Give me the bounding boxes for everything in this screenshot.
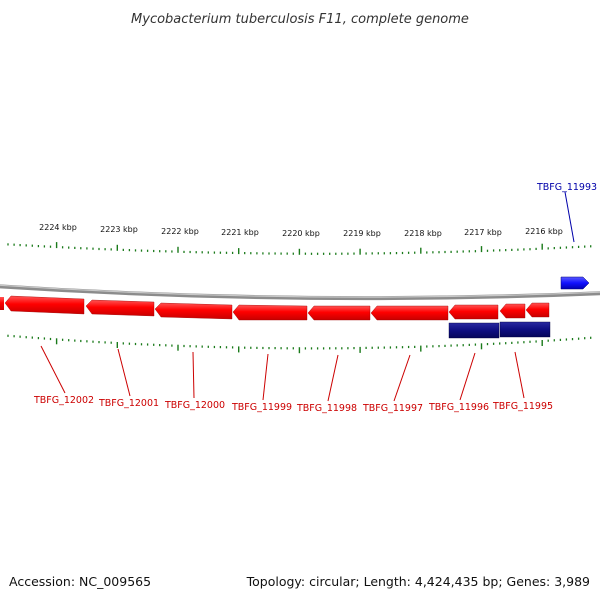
gene-arrow-TBFG_12000[interactable] (154, 302, 233, 320)
label-leader-TBFG_11998 (327, 354, 339, 402)
outer-tick-ruler (7, 242, 592, 255)
label-leader-TBFG_12002 (40, 345, 66, 394)
scale-label-2216: 2216 kbp (525, 227, 563, 236)
label-leader-TBFG_12001 (117, 348, 131, 397)
genome-backbone-highlight (0, 284, 600, 298)
gene-arrow-TBFG_11999[interactable] (232, 304, 308, 321)
gene-label-TBFG_11993: TBFG_11993 (536, 182, 597, 193)
kbp-scale-labels: 2224 kbp 2223 kbp 2222 kbp 2221 kbp 2220… (39, 223, 563, 238)
scale-label-2219: 2219 kbp (343, 229, 381, 238)
gene-label-TBFG_12001: TBFG_12001 (98, 398, 159, 409)
scale-label-2217: 2217 kbp (464, 228, 502, 237)
label-leader-TBFG_11995 (514, 351, 525, 399)
gene-arrow-TBFG_11998[interactable] (307, 305, 371, 321)
scale-label-2223: 2223 kbp (100, 225, 138, 234)
label-leader-TBFG_11993 (564, 191, 575, 243)
gene-label-TBFG_11997: TBFG_11997 (362, 403, 423, 414)
label-leaders (40, 345, 525, 402)
gene-arrow-partial-left[interactable] (0, 297, 4, 310)
label-leader-TBFG_11997 (393, 354, 411, 402)
gene-labels: TBFG_12002 TBFG_12001 TBFG_12000 TBFG_11… (33, 395, 553, 414)
gene-arrow-TBFG_11993[interactable] (560, 276, 590, 290)
gene-label-TBFG_11999: TBFG_11999 (231, 402, 292, 413)
gene-arrow-TBFG_11995-a[interactable] (499, 303, 526, 319)
scale-label-2222: 2222 kbp (161, 227, 199, 236)
gene-label-TBFG_12002: TBFG_12002 (33, 395, 94, 406)
scale-label-2220: 2220 kbp (282, 229, 320, 238)
gene-label-TBFG_11998: TBFG_11998 (296, 403, 357, 414)
gene-label-TBFG_12000: TBFG_12000 (164, 400, 225, 411)
scale-label-2218: 2218 kbp (404, 229, 442, 238)
gene-arrow-TBFG_11997[interactable] (370, 305, 449, 321)
label-leader-TBFG_11996 (459, 352, 476, 401)
secondary-track (448, 321, 551, 339)
gene-label-TBFG_11995: TBFG_11995 (492, 401, 553, 412)
map-title: Mycobacterium tuberculosis F11, complete… (131, 12, 469, 27)
accession-text: Accession: NC_009565 (9, 574, 151, 589)
genome-backbone (0, 284, 600, 301)
label-leader-TBFG_11999 (262, 353, 269, 401)
reverse-strand-track (0, 295, 550, 321)
gene-arrow-TBFG_12001[interactable] (85, 299, 155, 317)
scale-label-2224: 2224 kbp (39, 223, 77, 232)
gene-block-navy-1[interactable] (448, 322, 500, 339)
genome-summary-text: Topology: circular; Length: 4,424,435 bp… (246, 574, 590, 589)
gene-arrow-TBFG_11995-b[interactable] (525, 302, 550, 318)
gene-arrow-TBFG_11996[interactable] (448, 304, 499, 320)
gene-arrow-TBFG_12002[interactable] (4, 295, 85, 315)
scale-label-2221: 2221 kbp (221, 228, 259, 237)
gene-label-TBFG_11996: TBFG_11996 (428, 402, 489, 413)
inner-tick-ruler (7, 334, 592, 354)
gene-block-navy-2[interactable] (499, 321, 551, 338)
label-leader-TBFG_12000 (192, 351, 195, 399)
